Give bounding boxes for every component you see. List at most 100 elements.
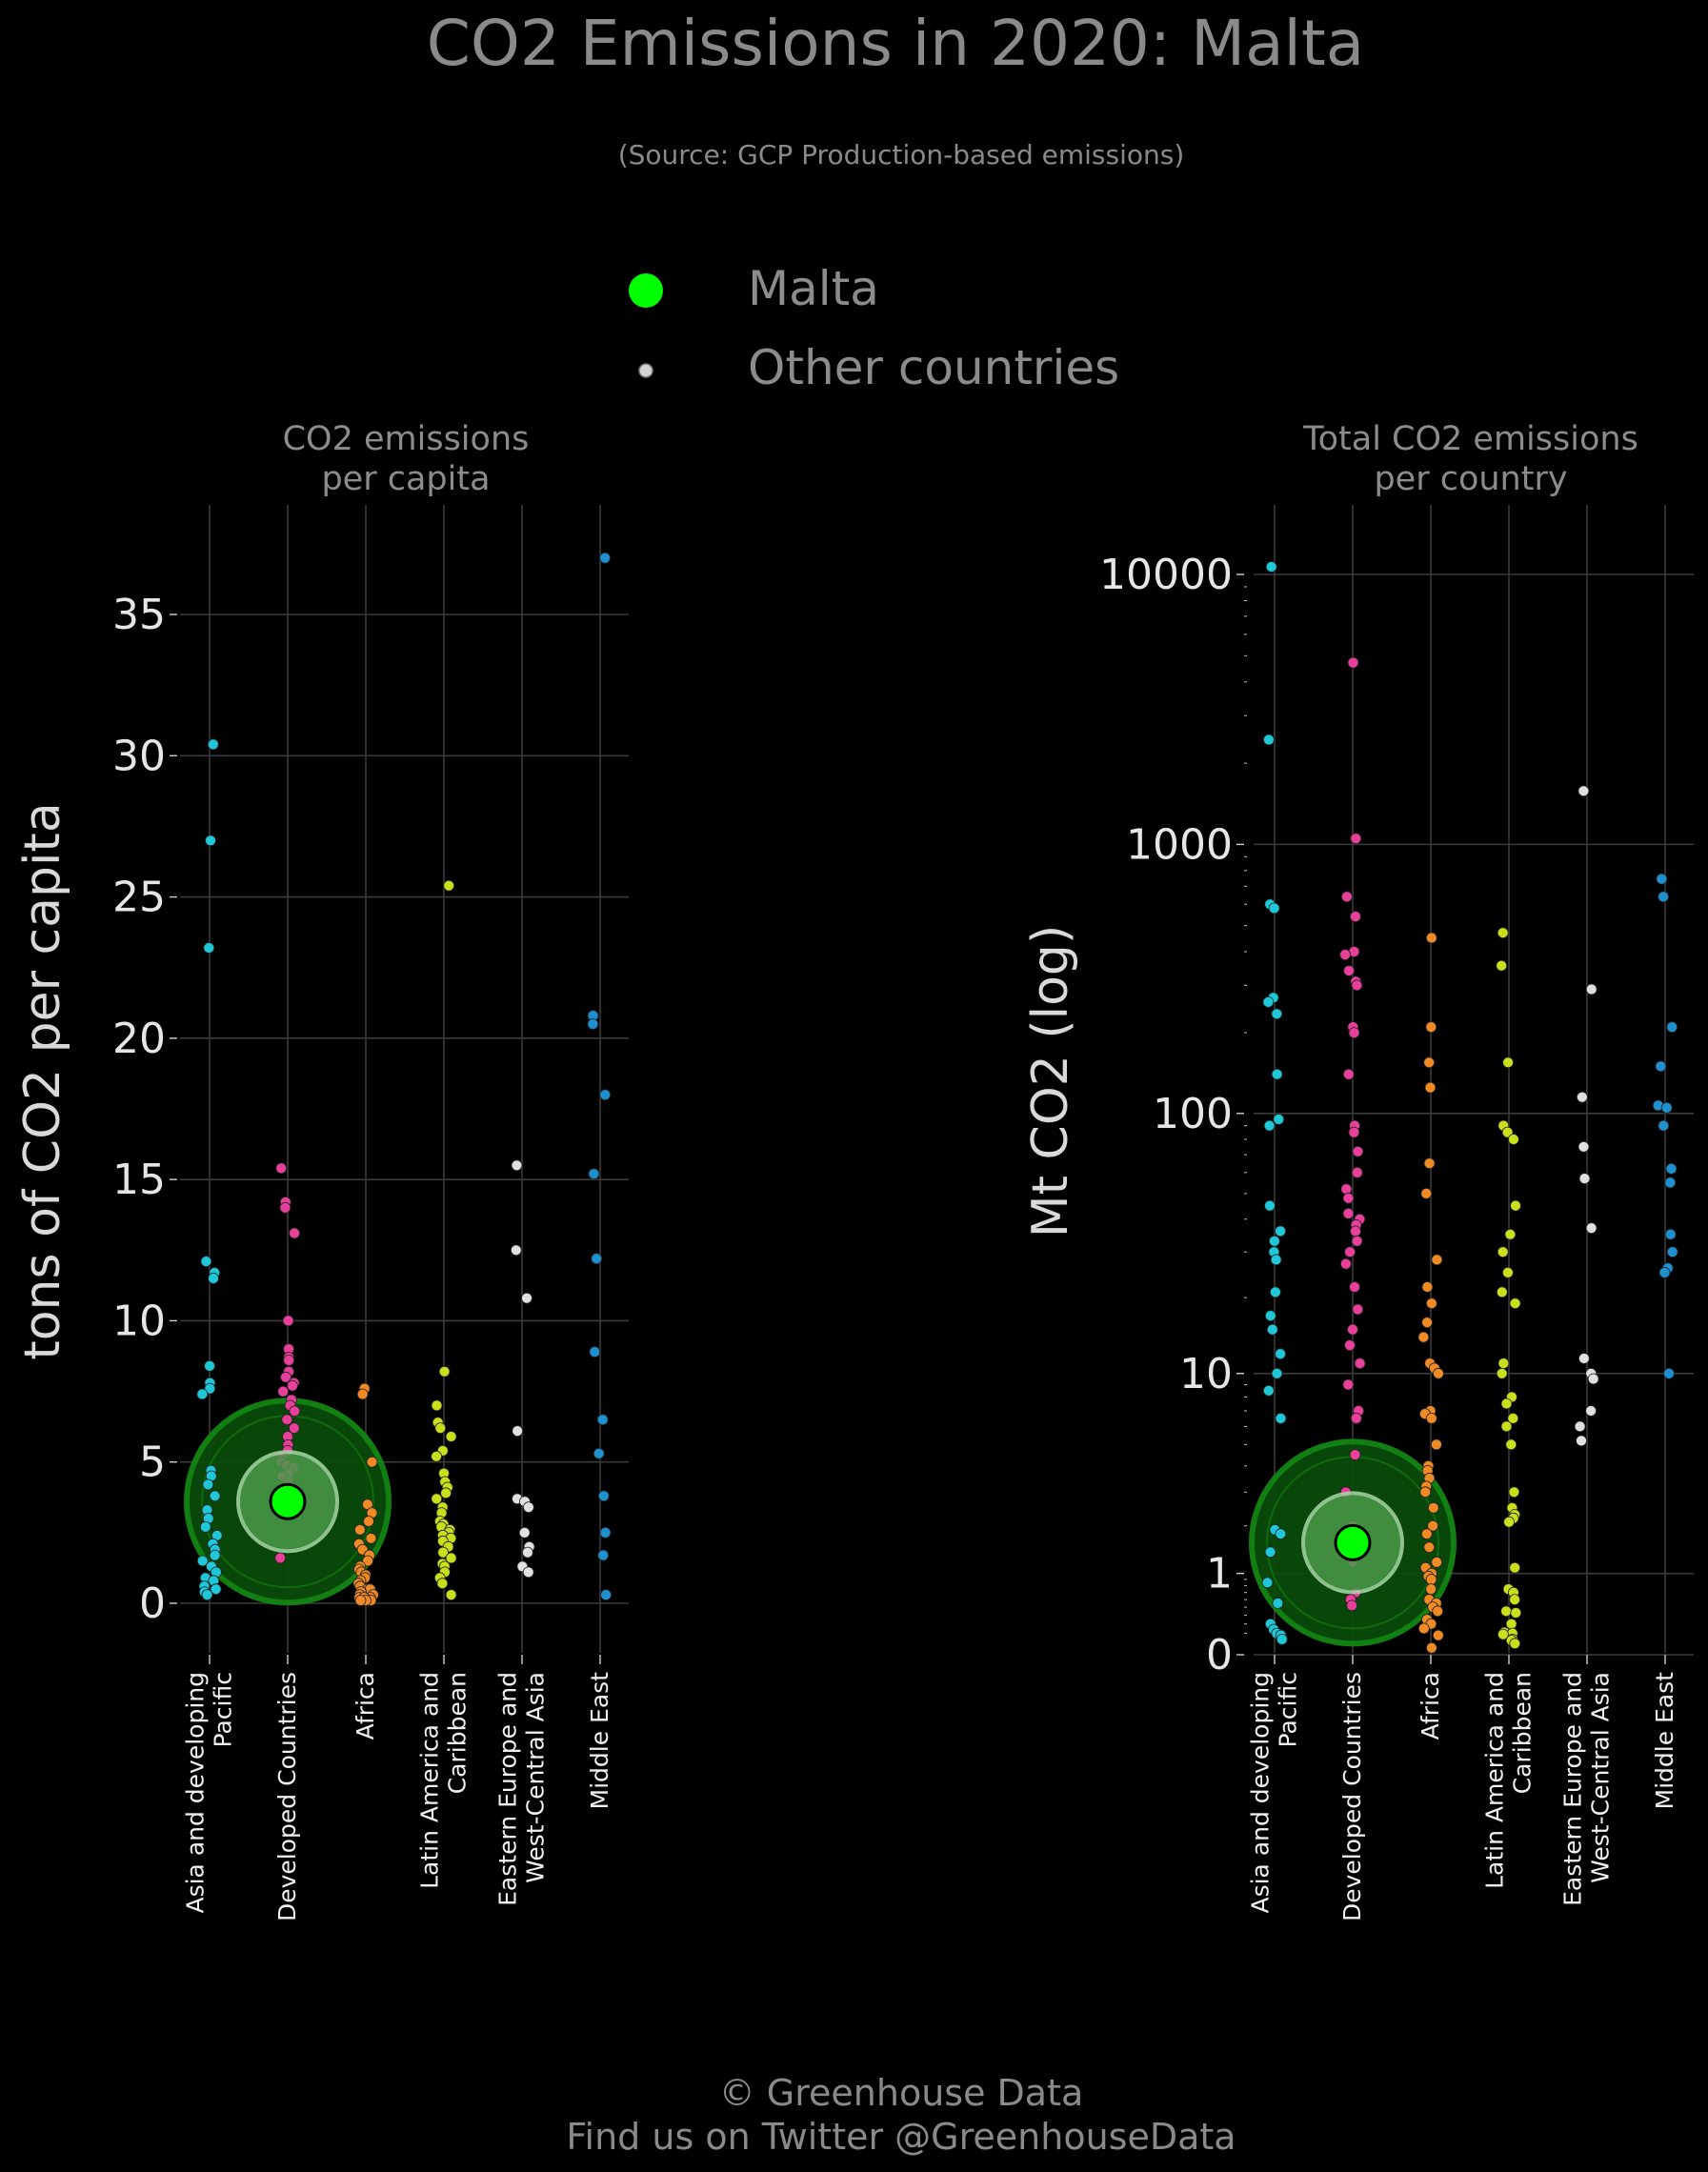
data-point-asia-and-developing-pacific [204,1360,216,1372]
data-point-latin-america-and-caribbean [1508,1486,1520,1498]
data-point-middle-east [597,1490,610,1502]
data-point-middle-east [1658,891,1669,903]
data-point-asia-and-developing-pacific [199,1521,211,1533]
y-axis-title: Mt CO2 (log) [1022,925,1079,1237]
data-point-latin-america-and-caribbean [1505,1438,1517,1451]
data-point-developed-countries [288,1422,300,1434]
x-tick-label-africa: Africa [1417,1672,1444,1740]
data-point-latin-america-and-caribbean [1500,1420,1513,1433]
data-point-asia-and-developing-pacific [1272,1598,1284,1609]
data-point-latin-america-and-caribbean [431,1399,443,1412]
data-point-developed-countries [1344,1339,1356,1351]
data-point-developed-countries [1342,1192,1355,1204]
x-tick-label-asia-and-developing-pacific: Asia and developing [1247,1672,1275,1914]
data-point-latin-america-and-caribbean [436,1578,449,1590]
data-point-africa [1419,1486,1432,1498]
data-point-asia-and-developing-pacific [201,1589,213,1600]
data-point-eastern-europe-and-west-central-asia [1578,1173,1591,1184]
data-point-asia-and-developing-pacific [1266,1323,1278,1336]
data-point-latin-america-and-caribbean [1503,1516,1515,1528]
panel-title-line-1: Total CO2 emissions [1302,420,1638,458]
data-point-africa [353,1524,366,1536]
data-point-middle-east [588,1168,600,1180]
data-point-asia-and-developing-pacific [1271,1068,1283,1080]
data-point-eastern-europe-and-west-central-asia [1585,1222,1597,1234]
data-point-latin-america-and-caribbean [1497,1246,1509,1258]
data-point-asia-and-developing-pacific [1268,902,1280,915]
data-point-africa [1431,1438,1442,1451]
data-point-latin-america-and-caribbean [438,1365,451,1378]
data-point-developed-countries [1354,1358,1366,1369]
data-point-developed-countries [1341,891,1353,903]
data-point-eastern-europe-and-west-central-asia [522,1566,534,1579]
data-point-middle-east [1664,1228,1677,1240]
data-point-asia-and-developing-pacific [1263,1119,1276,1132]
data-point-eastern-europe-and-west-central-asia [512,1425,524,1437]
x-tick-label-middle-east: Middle East [1651,1672,1678,1810]
data-point-latin-america-and-caribbean [1496,1367,1508,1379]
data-point-latin-america-and-caribbean [1502,1056,1514,1069]
data-point-developed-countries [1352,1145,1364,1157]
y-axis-title: tons of CO2 per capita [14,802,71,1359]
data-point-eastern-europe-and-west-central-asia [511,1159,523,1172]
data-point-latin-america-and-caribbean [1496,959,1508,972]
data-point-asia-and-developing-pacific [203,942,215,954]
data-point-asia-and-developing-pacific [1262,996,1275,1008]
data-point-latin-america-and-caribbean [431,1450,443,1462]
y-tick-label-10000: 10000 [1099,551,1233,599]
data-point-developed-countries [277,1385,290,1398]
legend-marker-other [638,363,653,378]
data-point-middle-east [1658,1119,1670,1132]
data-point-middle-east [1665,1163,1678,1175]
x-tick-label-eastern-europe-and-west-central-asia: Eastern Europe and [1559,1672,1587,1906]
data-point-eastern-europe-and-west-central-asia [1585,1405,1597,1417]
data-point-developed-countries [1351,979,1363,992]
data-point-africa [1427,1519,1439,1532]
data-point-latin-america-and-caribbean [1510,1607,1522,1619]
data-point-eastern-europe-and-west-central-asia [1585,983,1597,996]
data-point-developed-countries [275,1162,288,1175]
x-tick-label-asia-and-developing-pacific: Asia and developing [182,1672,210,1914]
data-point-asia-and-developing-pacific [205,835,216,847]
data-point-africa [1417,1331,1430,1343]
data-point-asia-and-developing-pacific [1275,1225,1286,1237]
data-point-latin-america-and-caribbean [1502,1267,1514,1278]
highlight-point-malta [269,1482,307,1520]
data-point-developed-countries [1350,833,1362,845]
data-point-latin-america-and-caribbean [1500,1605,1512,1618]
data-point-developed-countries [274,1552,287,1564]
data-point-asia-and-developing-pacific [1269,1235,1280,1247]
data-point-africa [1423,1056,1436,1069]
data-point-asia-and-developing-pacific [1275,1528,1287,1540]
data-point-latin-america-and-caribbean [1509,1561,1521,1574]
data-point-latin-america-and-caribbean [1500,1398,1513,1410]
data-point-africa [1425,1583,1437,1595]
data-point-africa [356,1388,369,1400]
data-point-asia-and-developing-pacific [196,1388,209,1400]
data-point-developed-countries [1351,1235,1363,1247]
x-tick-label-developed-countries: Developed Countries [273,1672,301,1921]
data-point-asia-and-developing-pacific [1263,734,1275,746]
data-point-eastern-europe-and-west-central-asia [1577,785,1590,797]
data-point-asia-and-developing-pacific [1271,1008,1283,1020]
data-point-middle-east [1656,873,1668,885]
data-point-africa [1426,1297,1437,1310]
data-point-developed-countries [1342,1068,1355,1080]
data-point-africa [1417,1622,1430,1635]
data-point-africa [1425,1413,1437,1424]
y-tick-label-1000: 1000 [1126,820,1233,869]
data-point-africa [354,1595,367,1606]
data-point-africa [1425,1574,1437,1585]
data-point-developed-countries [289,1405,301,1418]
data-point-asia-and-developing-pacific [196,1555,209,1567]
data-point-eastern-europe-and-west-central-asia [518,1527,531,1538]
y-tick-label-25: 25 [112,874,166,922]
y-tick-label-0: 0 [139,1579,166,1628]
data-point-africa [1432,1605,1444,1618]
data-point-africa [363,1516,374,1527]
data-point-latin-america-and-caribbean [1507,1413,1519,1424]
data-point-asia-and-developing-pacific [204,1382,216,1395]
